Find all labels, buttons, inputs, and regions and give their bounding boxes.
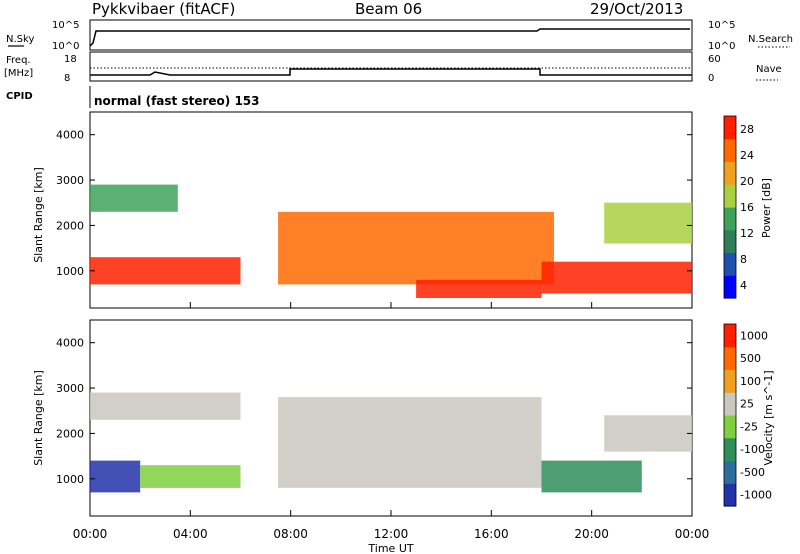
nsearch-tick-bottom: 10^0 <box>708 41 735 52</box>
time-xlabel: Time UT <box>367 542 413 554</box>
nsky-panel-frame <box>89 19 693 51</box>
colorbar-tick-label: 4 <box>740 279 747 292</box>
data-band-3 <box>278 397 542 488</box>
ytick-label: 4000 <box>56 337 84 350</box>
colorbar-segment <box>724 116 736 140</box>
data-band-1 <box>140 465 241 488</box>
ytick-label: 1000 <box>56 473 84 486</box>
colorbar-segment <box>724 275 736 299</box>
ytick-label: 3000 <box>56 382 84 395</box>
velocity-yticks: 4000 3000 2000 1000 <box>56 337 692 486</box>
colorbar-tick-label: 100 <box>740 375 761 388</box>
colorbar-tick-label: 1000 <box>740 329 768 342</box>
power-yticks: 4000 3000 2000 1000 <box>56 129 692 278</box>
date-title: 29/Oct/2013 <box>590 0 683 18</box>
colorbar-tick-label: 8 <box>740 253 747 266</box>
velocity-data-bands <box>90 392 692 493</box>
colorbar-segment <box>724 392 736 416</box>
velocity-panel: 4000 3000 2000 1000 Slant Range [km] 1000 50… <box>32 302 775 554</box>
freq-panel-frame <box>89 51 693 82</box>
colorbar-segment <box>724 369 736 393</box>
colorbar-tick-label: 16 <box>740 201 754 214</box>
nave-tick-bottom: 0 <box>708 73 714 84</box>
colorbar-tick-label: 20 <box>740 175 754 188</box>
colorbar-segment <box>724 229 736 254</box>
colorbar-tick-label: 12 <box>740 227 754 240</box>
xtick-label: 04:00 <box>173 527 208 541</box>
colorbar-segment <box>724 252 736 276</box>
ytick-label: 4000 <box>56 129 84 142</box>
data-band-0 <box>90 257 241 285</box>
velocity-ylabel: Slant Range [km] <box>32 370 45 466</box>
colorbar-tick-label: -1000 <box>740 489 772 502</box>
colorbar-tick-label: -500 <box>740 466 765 479</box>
colorbar-segment <box>724 161 736 185</box>
ytick-label: 2000 <box>56 219 84 232</box>
power-ylabel: Slant Range [km] <box>32 167 45 263</box>
nave-tick-top: 60 <box>708 54 721 65</box>
colorbar-tick-label: -25 <box>740 420 758 433</box>
nsky-label: N.Sky <box>6 34 34 45</box>
velocity-colorbar: 1000 500 100 25 -25 -100 -500 -1000 <box>723 323 772 507</box>
colorbar-segment <box>724 437 736 462</box>
xtick-label: 16:00 <box>474 527 509 541</box>
ytick-label: 2000 <box>56 427 84 440</box>
nsky-trace <box>89 28 690 47</box>
colorbar-tick-label: 24 <box>740 149 754 162</box>
velocity-colorbar-label: Velocity [m s^-1] <box>762 370 775 465</box>
colorbar-frame <box>723 115 737 299</box>
data-band-0 <box>90 460 141 493</box>
power-colorbar: 28 24 20 16 12 8 4 <box>723 115 754 299</box>
power-colorbar-label: Power [dB] <box>760 178 773 238</box>
colorbar-segment <box>724 415 736 439</box>
data-band-2 <box>90 392 241 420</box>
freq-label: Freq. <box>6 55 31 66</box>
colorbar-segment <box>724 346 736 371</box>
nsky-tick-bottom: 10^0 <box>52 41 79 52</box>
nsky-tick-top: 10^5 <box>52 20 79 31</box>
colorbar-segment <box>724 138 736 163</box>
nsearch-tick-top: 10^5 <box>708 20 735 31</box>
data-band-4 <box>541 261 692 294</box>
colorbar-segment <box>724 207 736 231</box>
colorbar-segment <box>724 483 736 507</box>
freq-unit: [MHz] <box>4 68 33 79</box>
beam-title: Beam 06 <box>355 0 422 18</box>
colorbar-segment <box>724 324 736 348</box>
cpid-label: CPID <box>6 91 33 102</box>
cpid-text: normal (fast stereo) 153 <box>94 94 260 108</box>
colorbar-tick-label: 28 <box>740 123 754 136</box>
freq-tick-bottom: 8 <box>64 73 70 84</box>
data-band-5 <box>604 202 692 244</box>
colorbar-segment <box>724 460 736 484</box>
ytick-label: 3000 <box>56 174 84 187</box>
data-band-3 <box>416 279 542 298</box>
data-band-2 <box>278 211 554 285</box>
power-panel: 4000 3000 2000 1000 Slant Range [km] 28 24 20… <box>32 111 773 309</box>
freq-trace <box>90 68 692 76</box>
time-xticks: 00:00 04:00 08:00 12:00 16:00 20:00 00:00 <box>73 302 710 541</box>
data-band-1 <box>90 184 178 212</box>
xtick-label: 08:00 <box>273 527 308 541</box>
colorbar-tick-label: 25 <box>740 398 754 411</box>
power-data-bands <box>90 184 692 298</box>
xtick-label: 20:00 <box>574 527 609 541</box>
xtick-label: 12:00 <box>374 527 409 541</box>
station-title: Pykkvibaer (fitACF) <box>92 0 235 18</box>
nsearch-label: N.Search <box>748 34 793 45</box>
colorbar-tick-label: -100 <box>740 443 765 456</box>
colorbar-frame <box>723 323 737 507</box>
colorbar-segment <box>724 184 736 208</box>
colorbar-tick-label: 500 <box>740 352 761 365</box>
data-band-4 <box>541 460 642 493</box>
nave-label: Nave <box>756 64 782 75</box>
ytick-label: 1000 <box>56 265 84 278</box>
xtick-label: 00:00 <box>675 527 710 541</box>
data-band-5 <box>604 415 692 452</box>
xtick-label: 00:00 <box>73 527 108 541</box>
freq-tick-top: 18 <box>64 54 77 65</box>
